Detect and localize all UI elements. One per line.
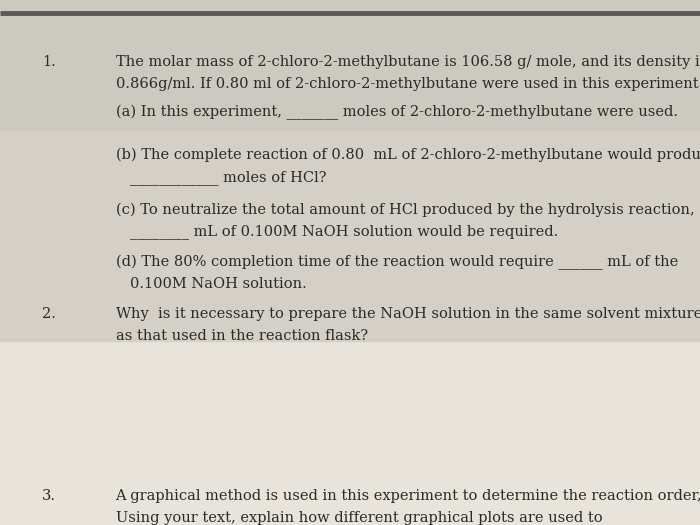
Text: ____________ moles of HCl?: ____________ moles of HCl? — [130, 170, 326, 185]
Text: 1.: 1. — [42, 55, 56, 69]
Text: 2.: 2. — [42, 307, 56, 321]
Text: Using your text, explain how different graphical plots are used to: Using your text, explain how different g… — [116, 511, 602, 525]
Text: as that used in the reaction flask?: as that used in the reaction flask? — [116, 329, 368, 343]
Bar — [0, 131, 700, 341]
Text: ________ mL of 0.100M NaOH solution would be required.: ________ mL of 0.100M NaOH solution woul… — [130, 224, 558, 239]
Bar — [0, 0, 700, 131]
Text: (a) In this experiment, _______ moles of 2-chloro-2-methylbutane were used.: (a) In this experiment, _______ moles of… — [116, 105, 678, 120]
Text: Why  is it necessary to prepare the NaOH solution in the same solvent mixture: Why is it necessary to prepare the NaOH … — [116, 307, 700, 321]
Text: The molar mass of 2-chloro-2-methylbutane is 106.58 g/ mole, and its density is: The molar mass of 2-chloro-2-methylbutan… — [116, 55, 700, 69]
Text: (c) To neutralize the total amount of HCl produced by the hydrolysis reaction,: (c) To neutralize the total amount of HC… — [116, 202, 694, 216]
Text: 0.100M NaOH solution.: 0.100M NaOH solution. — [130, 277, 307, 291]
Text: (d) The 80% completion time of the reaction would require ______ mL of the: (d) The 80% completion time of the react… — [116, 255, 678, 270]
Text: A graphical method is used in this experiment to determine the reaction order,: A graphical method is used in this exper… — [116, 489, 700, 503]
Text: 0.866g/ml. If 0.80 ml of 2-chloro-2-methylbutane were used in this experiment.: 0.866g/ml. If 0.80 ml of 2-chloro-2-meth… — [116, 77, 700, 91]
Text: (b) The complete reaction of 0.80  mL of 2-chloro-2-methylbutane would produce: (b) The complete reaction of 0.80 mL of … — [116, 148, 700, 162]
Text: 3.: 3. — [42, 489, 56, 503]
